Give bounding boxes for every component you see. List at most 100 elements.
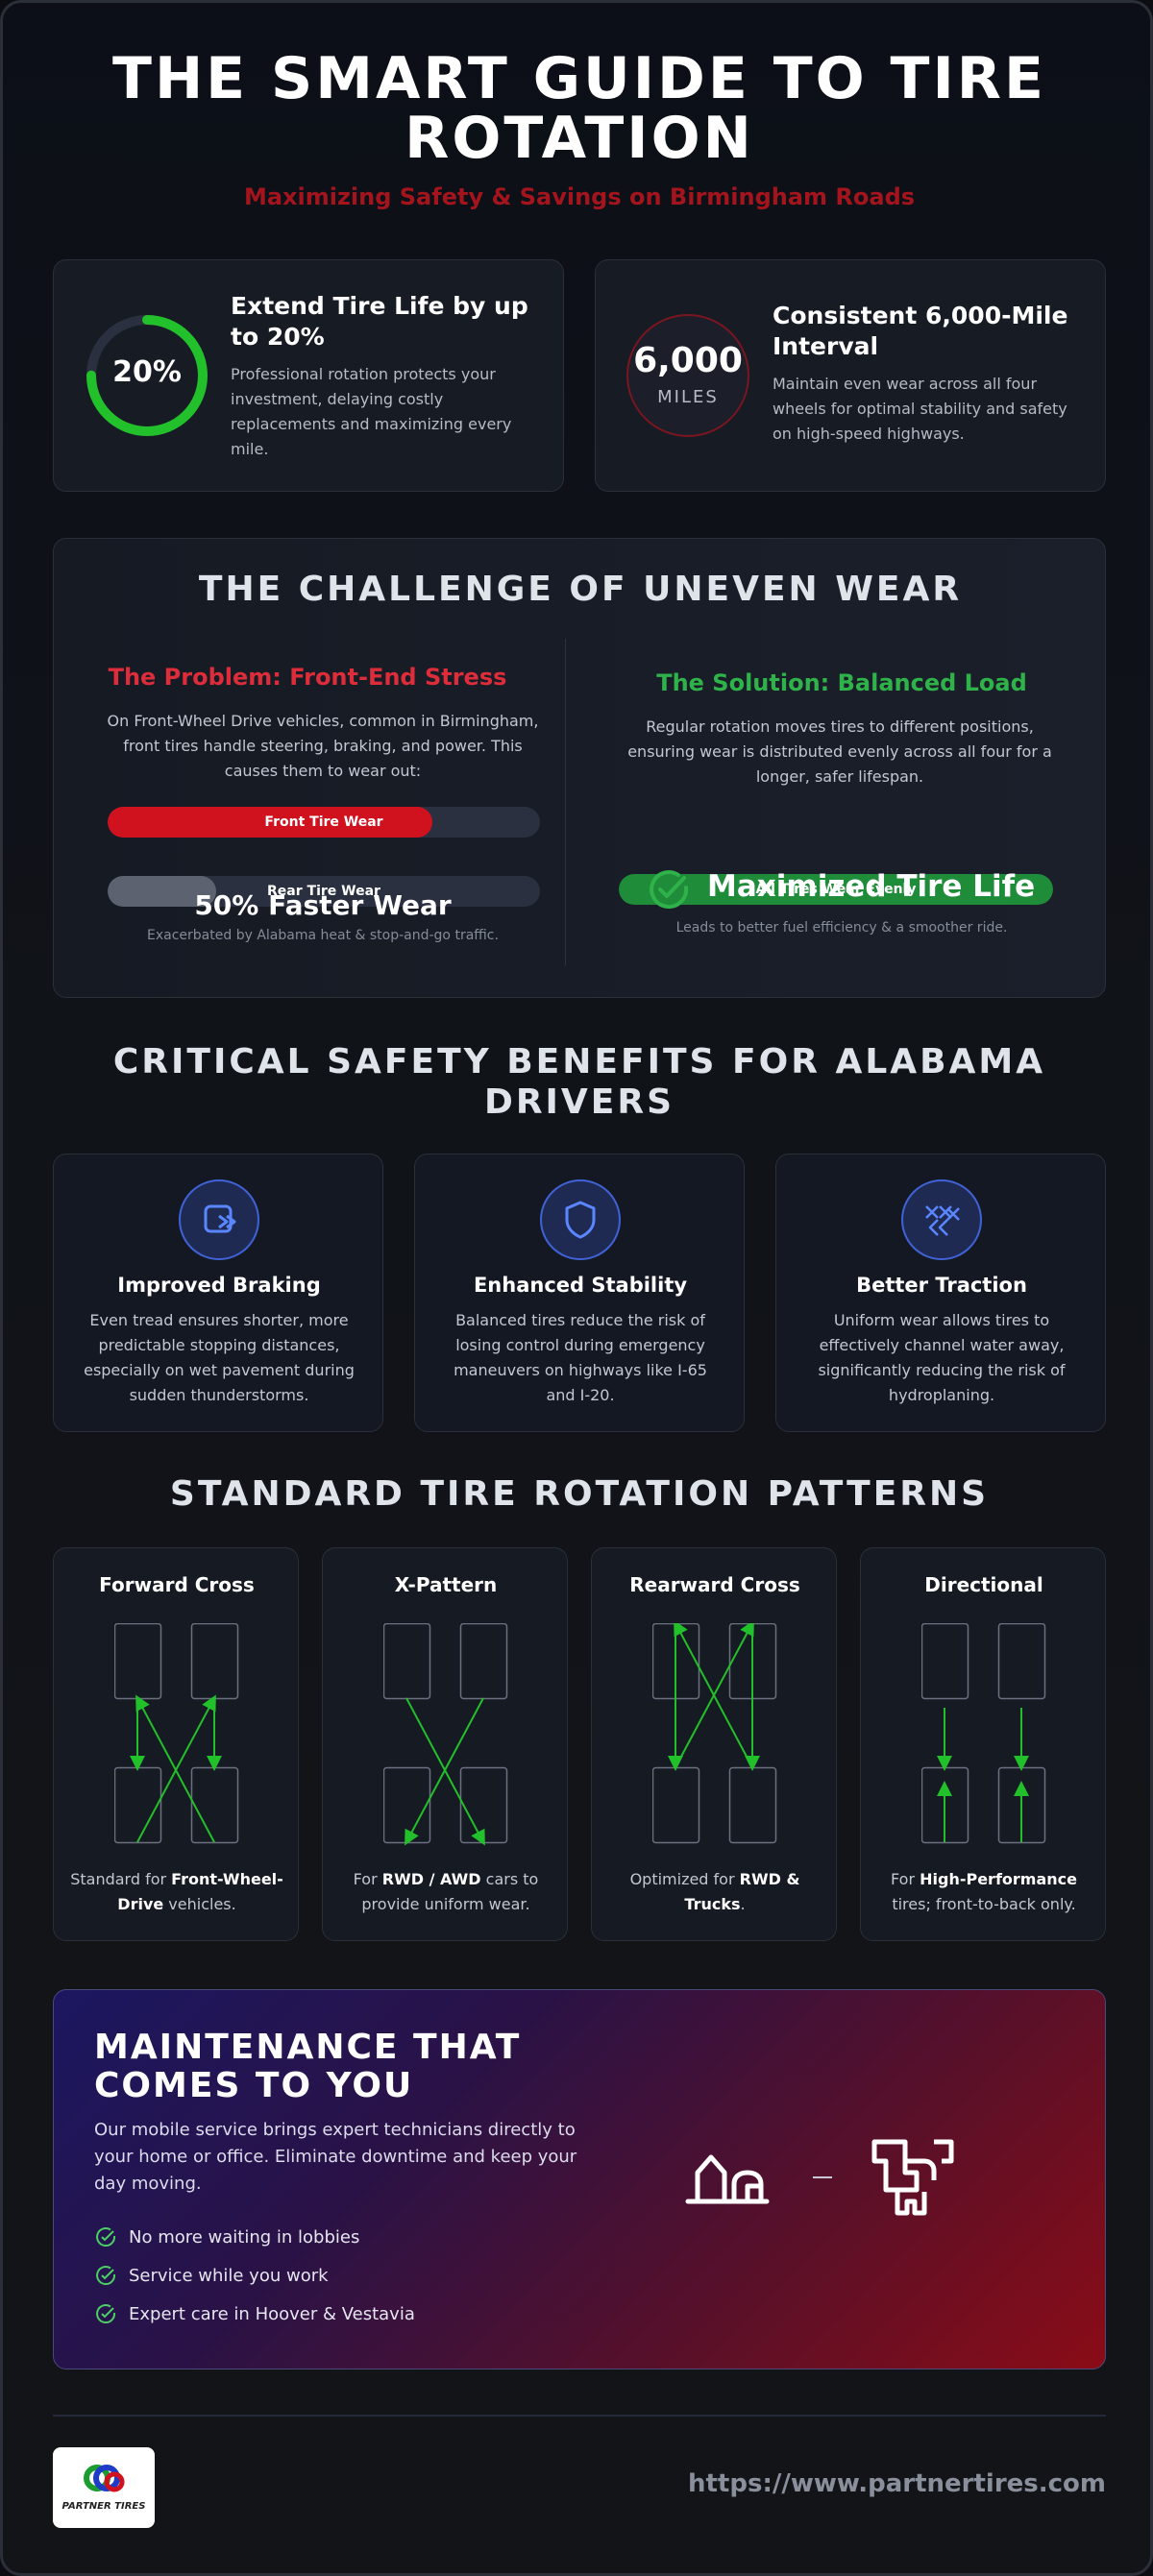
progress-ring: 20% — [85, 313, 209, 438]
pattern-title: Directional — [924, 1573, 1043, 1596]
desc-post: tires; front-to-back only. — [892, 1895, 1076, 1913]
desc-bold: RWD / AWD — [381, 1870, 481, 1888]
rotation-diagram — [114, 1623, 239, 1844]
pattern-title: X-Pattern — [394, 1573, 498, 1596]
pattern-description: Standard for Front-Wheel-Drive vehicles. — [69, 1867, 284, 1917]
rotation-diagram — [383, 1623, 508, 1846]
stat-title: Consistent 6,000-Mile Interval — [773, 302, 1068, 360]
tire-slot — [190, 1766, 239, 1844]
page-subtitle: Maximizing Safety & Savings on Birmingha… — [243, 183, 916, 210]
check-circle-icon — [96, 2266, 116, 2286]
check-item-label: Expert care in Hoover & Vestavia — [129, 2303, 415, 2324]
benefit-description: Uniform wear allows tires to effectively… — [818, 1311, 1066, 1404]
dash-separator — [813, 2176, 832, 2178]
tire-slot — [114, 1623, 162, 1700]
patterns-title: STANDARD TIRE ROTATION PATTERNS — [169, 1474, 990, 1514]
benefit-card-braking: Improved Braking Even tread ensures shor… — [53, 1154, 383, 1432]
tire-slot — [997, 1623, 1046, 1700]
solution-stat: Maximized Tire Life — [707, 869, 1036, 904]
check-circle-icon — [96, 2227, 116, 2248]
traction-icon — [901, 1179, 982, 1260]
pattern-description: Optimized for RWD & Trucks. — [607, 1867, 822, 1917]
pattern-card-rearward-cross: Rearward Cross Optimized for RWD & Trucks… — [591, 1547, 837, 1941]
benefit-description: Even tread ensures shorter, more predict… — [84, 1311, 355, 1404]
shield-icon — [540, 1179, 621, 1260]
pattern-card-forward-cross: Forward Cross Standard for Front-Wheel-Dr… — [53, 1547, 299, 1941]
home-icon — [684, 2144, 771, 2211]
rotation-diagram — [921, 1623, 1046, 1844]
front-wear-fill — [108, 807, 432, 838]
maintenance-title-line2: COMES TO YOU — [94, 2066, 414, 2105]
progress-value: 20% — [112, 355, 182, 389]
page-title: THE SMART GUIDE TO TIRE ROTATION — [112, 45, 1046, 172]
benefit-title: Improved Braking — [117, 1274, 321, 1297]
rotation-diagram — [652, 1623, 777, 1844]
rear-wear-label: Rear Tire Wear — [267, 884, 380, 899]
maintenance-description: Our mobile service brings expert technic… — [94, 2120, 577, 2194]
stat-card-tire-life: 20% Extend Tire Life by up to 20% Profes… — [53, 259, 564, 492]
desc-bold: Front-Wheel-Drive — [117, 1870, 283, 1913]
even-wear-fill — [619, 874, 1053, 905]
desc-pre: Optimized for — [629, 1870, 740, 1888]
miles-badge: 6,000 MILES — [626, 314, 749, 437]
tire-slot — [114, 1766, 162, 1844]
problem-description: On Front-Wheel Drive vehicles, common in… — [107, 712, 539, 780]
desc-bold: RWD & Trucks — [684, 1870, 800, 1913]
benefit-card-traction: Better Traction Uniform wear allows tire… — [775, 1154, 1106, 1432]
logo-text: PARTNER TIRES — [61, 2501, 146, 2512]
stat-title: Extend Tire Life by up to 20% — [231, 292, 528, 351]
stat-description: Maintain even wear across all four wheel… — [773, 375, 1067, 443]
front-wear-bar: Front Tire Wear — [108, 807, 540, 838]
tire-slot — [652, 1766, 700, 1844]
rear-wear-fill — [108, 876, 216, 907]
miles-unit: MILES — [657, 387, 719, 407]
check-item-label: No more waiting in lobbies — [129, 2226, 360, 2248]
solution-description: Regular rotation moves tires to differen… — [627, 717, 1052, 786]
rear-wear-bar: Rear Tire Wear — [108, 876, 540, 907]
desc-post: . — [740, 1895, 746, 1913]
even-wear-bar: All Tires Wear Evenly — [619, 874, 1053, 905]
even-wear-label: All Tires Wear Evenly — [755, 882, 917, 897]
benefit-card-stability: Enhanced Stability Balanced tires reduce… — [414, 1154, 745, 1432]
check-item: No more waiting in lobbies — [94, 2218, 594, 2256]
maintenance-title: MAINTENANCE THAT COMES TO YOU — [94, 2029, 594, 2105]
pattern-description: For High-Performance tires; front-to-bac… — [876, 1867, 1092, 1917]
front-wear-label: Front Tire Wear — [264, 814, 383, 830]
solution-note: Leads to better fuel efficiency & a smoo… — [675, 920, 1008, 936]
solution-title: The Solution: Balanced Load — [656, 669, 1027, 696]
tire-slot — [921, 1623, 969, 1700]
stat-description: Professional rotation protects your inve… — [231, 365, 512, 458]
section-title: THE CHALLENGE OF UNEVEN WEAR — [198, 570, 963, 609]
check-item: Expert care in Hoover & Vestavia — [94, 2295, 594, 2333]
benefit-title: Enhanced Stability — [473, 1274, 688, 1297]
footer-url-link[interactable]: https://www.partnertires.com — [687, 2469, 1106, 2498]
technician-icon — [867, 2134, 963, 2221]
tire-slot — [728, 1766, 777, 1844]
desc-bold: High-Performance — [920, 1870, 1077, 1888]
divider — [565, 639, 566, 965]
desc-post: cars to provide uniform wear. — [361, 1870, 539, 1913]
maintenance-title-line1: MAINTENANCE THAT — [94, 2028, 522, 2067]
benefits-title: CRITICAL SAFETY BENEFITS FOR ALABAMA DRI… — [112, 1042, 1046, 1122]
pattern-card-directional: Directional For High-Performance tires; f… — [860, 1547, 1106, 1941]
desc-pre: Standard for — [70, 1870, 172, 1888]
desc-pre: For — [891, 1870, 920, 1888]
pattern-card-x-pattern: X-Pattern For RWD / AWD cars to provide u… — [322, 1547, 568, 1941]
desc-pre: For — [353, 1870, 382, 1888]
challenge-section: THE CHALLENGE OF UNEVEN WEAR The Problem… — [53, 538, 1106, 998]
pattern-description: For RWD / AWD cars to provide uniform we… — [338, 1867, 553, 1917]
maintenance-checklist: No more waiting in lobbies Service while… — [94, 2218, 594, 2333]
check-circle-icon — [646, 866, 692, 912]
desc-post: vehicles. — [163, 1895, 236, 1913]
miles-value: 6,000 — [633, 341, 743, 380]
benefit-description: Balanced tires reduce the risk of losing… — [454, 1311, 707, 1404]
check-item: Service while you work — [94, 2256, 594, 2295]
tire-slot — [459, 1766, 508, 1844]
tire-slot — [190, 1623, 239, 1700]
problem-title: The Problem: Front-End Stress — [108, 664, 507, 691]
stat-card-interval: 6,000 MILES Consistent 6,000-Mile Interv… — [595, 259, 1106, 492]
check-circle-icon — [96, 2304, 116, 2324]
problem-note: Exacerbated by Alabama heat & stop-and-g… — [147, 928, 499, 943]
pattern-title: Forward Cross — [99, 1573, 255, 1596]
